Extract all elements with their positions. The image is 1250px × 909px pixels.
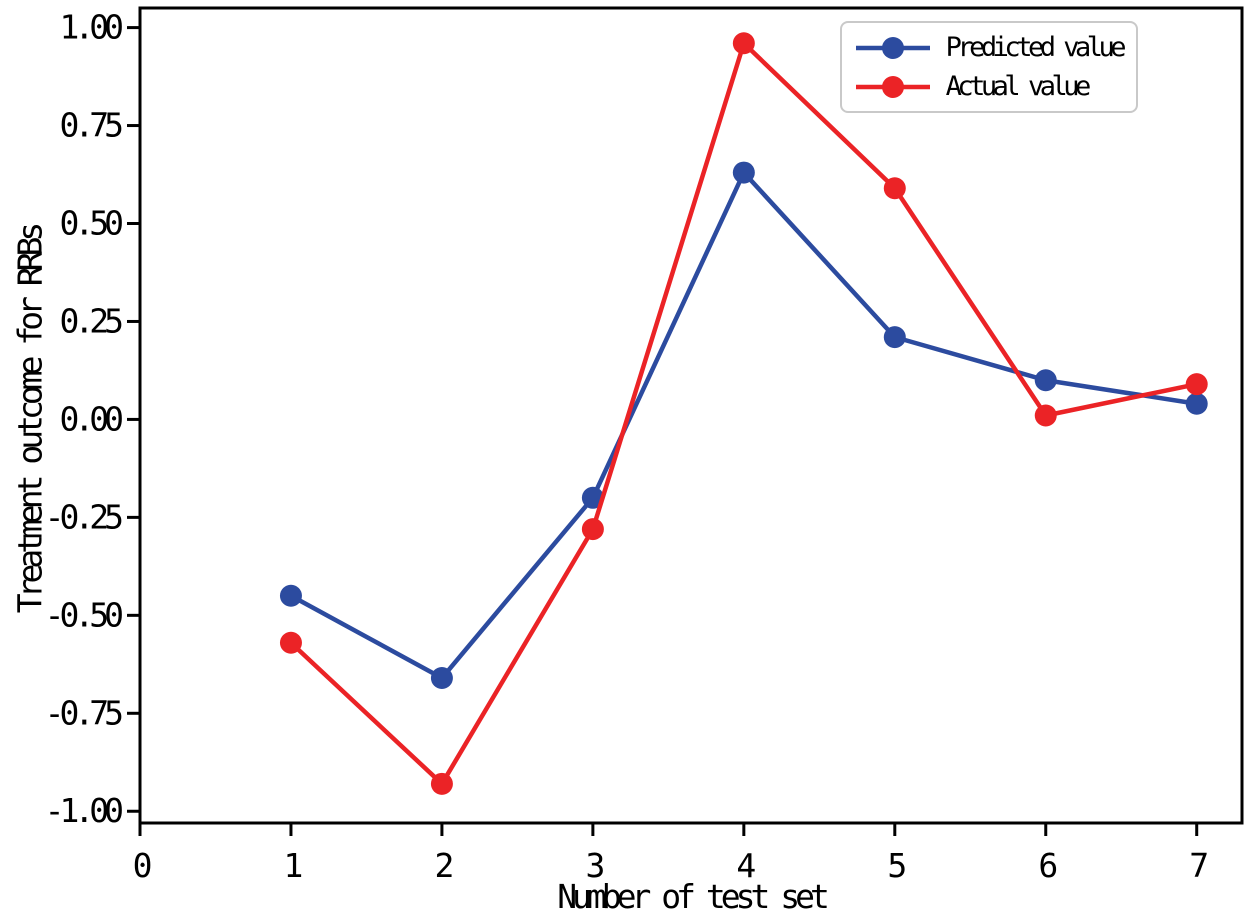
y-tick-label: -0.50 — [45, 595, 122, 634]
legend-label-actual: Actual value — [945, 70, 1092, 102]
y-tick-label: -0.25 — [45, 497, 122, 536]
x-tick-label: 1 — [284, 846, 302, 885]
y-tick-label: 0.25 — [60, 301, 123, 340]
x-tick-label: 0 — [133, 846, 151, 885]
y-tick-label: 0.50 — [60, 204, 123, 243]
actual-line-marker-icon — [855, 75, 930, 98]
predicted-marker-x7 — [1185, 392, 1208, 415]
x-tick-label: 5 — [887, 846, 905, 885]
x-tick-label: 7 — [1189, 846, 1207, 885]
actual-marker-x2 — [430, 772, 453, 795]
actual-marker-x1 — [279, 631, 302, 654]
y-tick-label: 1.00 — [60, 8, 123, 47]
legend-entry-predicted: Predicted value — [854, 32, 1127, 63]
actual-marker-x7 — [1185, 373, 1208, 396]
predicted-series-line — [288, 170, 1199, 681]
x-axis-label: Number of test set — [557, 877, 830, 909]
y-tick-label: -1.00 — [45, 791, 122, 830]
predicted-marker-x3 — [581, 486, 604, 509]
y-tick-label: 0.75 — [60, 106, 123, 145]
actual-marker-x3 — [581, 518, 604, 541]
predicted-marker-x4 — [732, 161, 755, 184]
predicted-marker-x5 — [883, 326, 906, 349]
y-tick-label: 0.00 — [60, 399, 123, 438]
x-tick-label: 6 — [1038, 846, 1056, 885]
legend: Predicted value Actual value — [839, 21, 1138, 114]
actual-marker-x5 — [883, 177, 906, 200]
actual-series-line — [288, 41, 1199, 787]
x-tick-label: 2 — [434, 846, 452, 885]
predicted-line-marker-icon — [855, 36, 930, 59]
predicted-marker-x6 — [1034, 369, 1057, 392]
predicted-marker-x2 — [430, 667, 453, 690]
predicted-marker-x1 — [279, 584, 302, 607]
y-tick-label: -0.75 — [45, 693, 122, 732]
axes-spines — [138, 6, 1244, 825]
y-axis-label: Treatment outcome for RRBs — [10, 226, 50, 614]
legend-label-predicted: Predicted value — [945, 32, 1127, 63]
actual-marker-x4 — [732, 32, 755, 55]
legend-entry-actual: Actual value — [854, 70, 1122, 102]
actual-marker-x6 — [1034, 404, 1057, 427]
